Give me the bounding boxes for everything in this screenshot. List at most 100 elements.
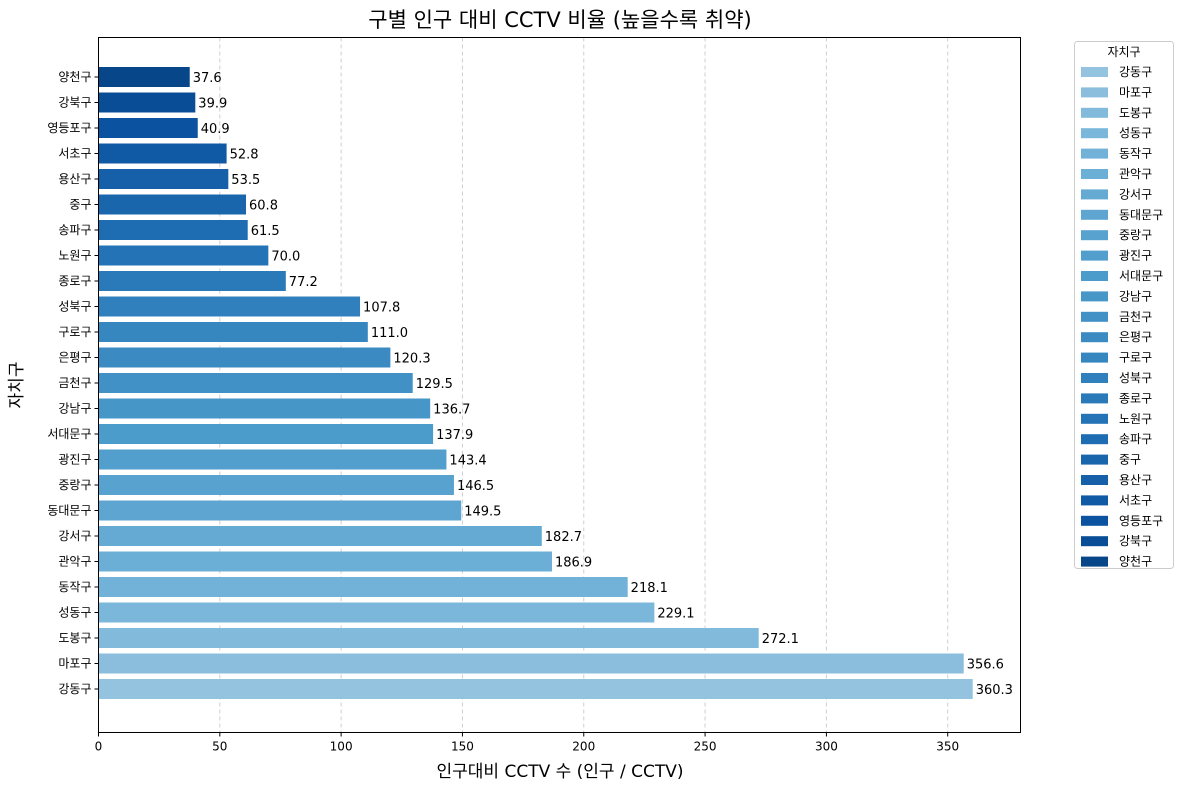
bar <box>98 653 964 674</box>
legend-entry-label: 마포구 <box>1119 85 1152 99</box>
y-tick-label: 양천구 <box>58 69 91 84</box>
y-tick-label: 광진구 <box>58 453 91 467</box>
legend-entry-label: 동대문구 <box>1119 208 1163 222</box>
legend-swatch <box>1081 148 1108 159</box>
bar <box>98 526 542 546</box>
bar <box>98 500 462 521</box>
legend-swatch <box>1081 434 1108 445</box>
x-tick-label: 200 <box>572 740 595 754</box>
chart-title: 구별 인구 대비 CCTV 비율 (높을수록 취약) <box>368 8 751 32</box>
bar <box>98 169 229 189</box>
bar-value-label: 272.1 <box>762 632 799 647</box>
bar-value-label: 60.8 <box>249 199 278 214</box>
legend-entry-label: 서초구 <box>1119 493 1152 507</box>
y-tick-label: 서초구 <box>58 147 91 161</box>
legend-swatch <box>1081 250 1108 261</box>
x-tick-label: 50 <box>212 740 227 754</box>
legend-swatch <box>1081 475 1108 485</box>
y-tick-label: 성북구 <box>58 300 91 314</box>
legend-swatch <box>1081 454 1108 465</box>
bar-value-label: 70.0 <box>271 250 300 265</box>
bar-value-label: 61.5 <box>251 224 280 239</box>
legend-swatch <box>1081 495 1108 506</box>
legend-entry-label: 성동구 <box>1119 126 1152 140</box>
legend-swatch <box>1081 291 1108 302</box>
legend-entry-label: 구로구 <box>1119 351 1152 365</box>
bar <box>98 143 227 164</box>
legend-swatch <box>1081 209 1108 220</box>
y-tick-label: 성동구 <box>58 606 91 620</box>
x-tick-label: 350 <box>936 740 959 754</box>
bar-value-label: 111.0 <box>371 326 408 341</box>
bar <box>98 602 655 623</box>
y-tick-label: 강북구 <box>58 96 91 110</box>
bar-value-label: 129.5 <box>416 377 453 392</box>
legend-swatch <box>1081 271 1108 281</box>
y-tick-label: 관악구 <box>58 555 91 569</box>
legend-swatch <box>1081 536 1108 547</box>
y-tick-label: 강남구 <box>58 402 91 416</box>
bar <box>98 67 190 87</box>
bar-value-label: 107.8 <box>363 301 400 316</box>
y-tick-labels: 양천구강북구영등포구서초구용산구중구송파구노원구종로구성북구구로구은평구금천구강… <box>47 69 99 696</box>
y-tick-label: 금천구 <box>58 375 91 390</box>
legend-entry-label: 중랑구 <box>1119 228 1152 242</box>
legend-swatch <box>1081 67 1108 77</box>
bar <box>98 449 447 470</box>
x-axis-label: 인구대비 CCTV 수 (인구 / CCTV) <box>437 762 684 782</box>
legend-box <box>1074 41 1174 569</box>
bar <box>98 220 248 240</box>
legend-entry-label: 중구 <box>1119 453 1141 467</box>
x-tick-label: 300 <box>815 740 838 754</box>
y-tick-label: 마포구 <box>58 657 91 671</box>
bar-value-label: 229.1 <box>657 607 694 622</box>
x-tick-label: 250 <box>694 740 717 754</box>
y-tick-label: 도봉구 <box>58 631 91 645</box>
bar-value-label: 40.9 <box>201 122 230 137</box>
bar <box>98 194 247 215</box>
y-tick-label: 영등포구 <box>47 121 91 135</box>
legend-entry-label: 양천구 <box>1119 554 1152 569</box>
legend-swatch <box>1081 311 1108 322</box>
legend-entry-label: 동작구 <box>1119 147 1152 161</box>
y-tick-label: 종로구 <box>58 274 91 288</box>
legend-swatch <box>1081 413 1108 424</box>
bar <box>98 398 431 419</box>
x-tick-label: 150 <box>451 740 474 754</box>
legend-entry-label: 종로구 <box>1119 391 1152 405</box>
y-tick-label: 노원구 <box>58 249 91 263</box>
y-tick-label: 동작구 <box>58 580 91 594</box>
bar <box>98 679 973 699</box>
y-tick-label: 구로구 <box>58 325 91 339</box>
bar-value-label: 218.1 <box>631 581 668 596</box>
x-tick-label: 0 <box>95 740 103 754</box>
bar <box>98 424 434 444</box>
bar-value-label: 77.2 <box>289 275 318 290</box>
bar-value-label: 146.5 <box>457 479 494 494</box>
bar-value-label: 137.9 <box>436 428 473 443</box>
bar-value-label: 37.6 <box>193 71 222 86</box>
legend-swatch <box>1081 169 1108 179</box>
legend-entry-label: 강남구 <box>1119 289 1152 303</box>
bar <box>98 118 198 138</box>
bar <box>98 347 391 368</box>
legend-entry-label: 용산구 <box>1119 473 1152 487</box>
legend-swatch <box>1081 373 1108 383</box>
legend-swatch <box>1081 128 1108 139</box>
legend-entry-label: 은평구 <box>1119 330 1152 344</box>
legend-entry-label: 송파구 <box>1119 432 1152 446</box>
legend-entry-label: 금천구 <box>1119 309 1152 324</box>
bar-value-label: 356.6 <box>967 658 1004 673</box>
y-axis-label: 자치구 <box>7 362 27 409</box>
legend-entry-label: 광진구 <box>1119 249 1152 263</box>
bar <box>98 628 759 648</box>
legend-entry-label: 강동구 <box>1119 65 1152 79</box>
legend-swatch <box>1081 352 1108 363</box>
legend-entry-label: 관악구 <box>1119 167 1152 181</box>
bar-value-label: 360.3 <box>976 683 1013 698</box>
y-tick-label: 강서구 <box>58 529 91 543</box>
bar <box>98 551 552 572</box>
y-tick-label: 송파구 <box>58 223 91 237</box>
legend-swatch <box>1081 332 1108 343</box>
